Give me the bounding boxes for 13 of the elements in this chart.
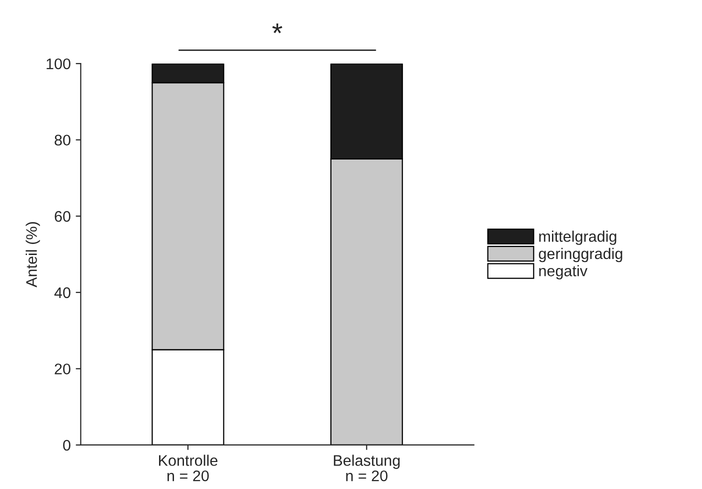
y-tick-label: 60 <box>54 211 70 222</box>
y-tick-label: 0 <box>63 440 70 451</box>
x-tick-label: Belastung n = 20 <box>334 454 400 482</box>
legend-label: geringgradig <box>538 248 622 262</box>
text: * <box>272 23 282 34</box>
x-tick-label: Kontrolle n = 20 <box>159 454 218 482</box>
legend-label: mittelgradig <box>539 230 616 245</box>
y-axis-title: Anteil (%) <box>26 222 40 288</box>
y-tick-label: 80 <box>54 134 70 146</box>
y-tick-label: 100 <box>46 58 70 70</box>
y-tick-label: 40 <box>54 287 70 298</box>
y-tick-label: 20 <box>54 364 70 374</box>
legend-label: negativ <box>539 265 588 280</box>
